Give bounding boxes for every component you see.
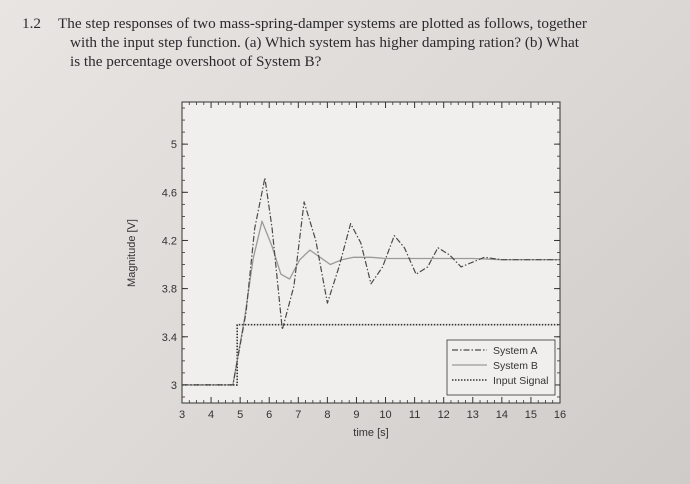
x-tick-label: 7 [295, 409, 301, 421]
x-tick-label: 4 [208, 409, 214, 421]
x-tick-label: 8 [324, 409, 330, 421]
x-tick-label: 16 [554, 409, 566, 421]
question-number: 1.2 [22, 15, 41, 32]
y-tick-label: 3.4 [162, 332, 177, 344]
series-system-a [182, 177, 560, 386]
x-tick-label: 11 [409, 409, 420, 421]
y-axis-label: Magnitude [V] [126, 219, 138, 287]
x-tick-labels: 3 4 5 6 7 8 9 10 11 12 13 14 15 16 [179, 409, 566, 421]
y-tick-label: 4.6 [162, 187, 177, 199]
legend-entry: System A [493, 345, 537, 357]
x-axis-label: time [s] [353, 427, 388, 439]
x-tick-label: 12 [438, 409, 450, 421]
axis-ticks [181, 102, 561, 403]
series-lines [182, 177, 560, 386]
x-tick-label: 6 [266, 409, 272, 421]
y-tick-labels: 3 3.4 3.8 4.2 4.6 5 [162, 139, 177, 392]
legend-entry: Input Signal [493, 375, 548, 387]
question-line-3: is the percentage overshoot of System B? [70, 53, 322, 70]
x-tick-label: 10 [379, 409, 391, 421]
x-tick-label: 13 [467, 409, 479, 421]
x-tick-label: 5 [237, 409, 243, 421]
series-system-b [182, 220, 560, 386]
x-tick-label: 3 [179, 409, 185, 421]
legend-box [446, 339, 556, 396]
y-tick-label: 4.2 [162, 235, 177, 247]
y-tick-label: 3.8 [162, 284, 177, 296]
legend: System A System B Input Signal [446, 339, 556, 396]
question-line-1: The step responses of two mass-spring-da… [58, 15, 587, 32]
legend-entry: System B [493, 360, 538, 372]
x-tick-label: 15 [525, 409, 537, 421]
y-tick-label: 3 [171, 380, 177, 392]
y-tick-label: 5 [171, 139, 177, 151]
x-tick-label: 9 [353, 409, 359, 421]
question-line-2: with the input step function. (a) Which … [70, 34, 579, 51]
x-tick-label: 14 [496, 409, 508, 421]
